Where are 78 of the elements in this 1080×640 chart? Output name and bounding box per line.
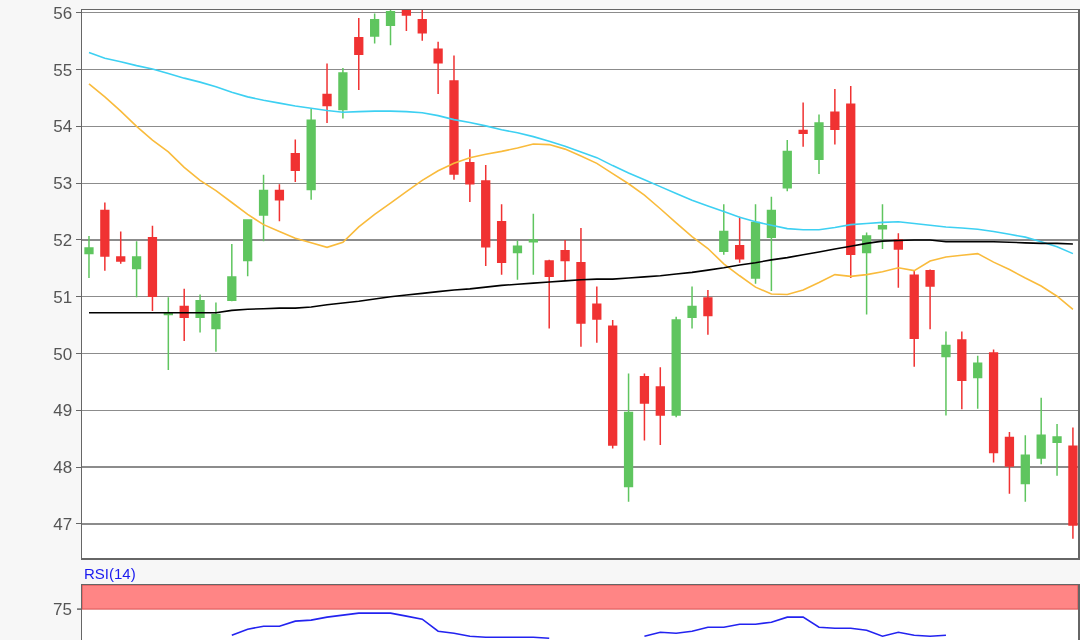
- y-tick-label: 50: [53, 344, 73, 364]
- line-series: [88, 239, 1074, 314]
- chart-title: RSI(14): [84, 565, 136, 582]
- y-tick-label: 51: [53, 287, 73, 307]
- line-series: [88, 51, 1074, 255]
- y-tick-label: 55: [53, 60, 73, 80]
- candlestick: [703, 289, 713, 336]
- candlestick: [243, 219, 253, 278]
- candlestick: [274, 183, 285, 222]
- candlestick: [893, 232, 903, 289]
- candlestick: [719, 203, 729, 256]
- candlestick: [655, 366, 665, 446]
- candlestick: [941, 330, 951, 417]
- candlestick: [370, 12, 380, 45]
- candlestick: [766, 196, 777, 292]
- candlestick: [528, 213, 538, 276]
- y-tick-label: 47: [53, 514, 73, 534]
- candlestick: [750, 203, 761, 285]
- candlestick: [957, 330, 967, 410]
- candlestick: [1052, 423, 1062, 477]
- candlestick: [84, 235, 94, 279]
- candlestick: [465, 148, 475, 203]
- candlestick: [846, 85, 856, 279]
- candlestick: [401, 10, 412, 32]
- y-tick-label: 48: [53, 458, 73, 478]
- candlestick: [227, 243, 237, 303]
- candlestick: [131, 240, 142, 299]
- candlestick: [163, 296, 173, 371]
- candlestick: [814, 113, 824, 175]
- candlestick: [116, 230, 126, 265]
- candlestick: [687, 285, 697, 330]
- candlestick: [798, 101, 808, 148]
- candlestick: [861, 231, 872, 316]
- candlestick: [354, 17, 364, 91]
- candlestick: [1068, 426, 1078, 540]
- candlestick: [179, 288, 189, 342]
- candlestick: [877, 203, 888, 250]
- line-series: [88, 83, 1074, 311]
- candlestick: [925, 268, 935, 330]
- candlestick: [306, 108, 316, 201]
- candlestick: [671, 315, 681, 418]
- candlestick: [560, 239, 570, 282]
- y-tick-label: 54: [53, 117, 73, 137]
- y-tick-label: 52: [53, 230, 73, 250]
- candlestick: [481, 164, 491, 267]
- candlestick: [290, 138, 300, 183]
- candlestick: [322, 62, 332, 124]
- candlestick: [211, 301, 221, 353]
- candlestick: [1004, 431, 1015, 495]
- candlestick: [544, 259, 554, 330]
- candlestick: [195, 293, 205, 334]
- candlestick: [735, 215, 745, 264]
- candlestick: [496, 203, 507, 276]
- y-tick-label: 53: [53, 174, 73, 194]
- candlestick: [512, 239, 523, 281]
- candlestick: [909, 269, 919, 368]
- y-tick-label: 56: [53, 3, 73, 23]
- text: 75: [53, 600, 72, 619]
- candlestick: [1036, 397, 1046, 466]
- candlestick: [433, 41, 443, 95]
- candlestick: [639, 372, 650, 442]
- candlestick: [1020, 434, 1030, 503]
- candlestick: [385, 10, 396, 46]
- candlestick: [338, 67, 348, 120]
- candlestick: [608, 319, 618, 450]
- candlestick: [830, 88, 840, 146]
- y-tick-label: 49: [53, 401, 73, 421]
- candlestick: [147, 225, 158, 312]
- candlestick: [782, 139, 792, 192]
- candlestick: [100, 201, 110, 272]
- candlestick: [988, 348, 999, 464]
- candlestick: [449, 54, 459, 181]
- candlestick: [592, 285, 602, 344]
- candlestick: [417, 10, 427, 42]
- candlestick: [623, 372, 634, 503]
- candlestick: [973, 355, 983, 410]
- candlestick: [576, 227, 586, 348]
- candlestick: [258, 173, 269, 242]
